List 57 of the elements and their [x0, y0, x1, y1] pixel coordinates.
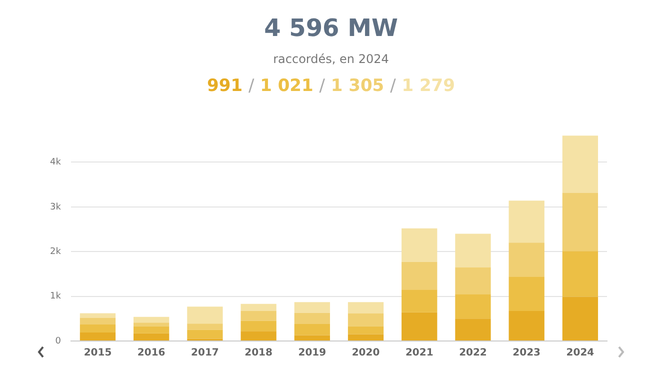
bar: [508, 242, 544, 277]
chart-title: 4 596 MW: [263, 14, 399, 42]
bar: [294, 335, 330, 340]
x-tick-label: 2020: [352, 348, 380, 359]
y-tick-label: 3k: [50, 202, 62, 212]
bar: [455, 267, 491, 294]
y-tick-label: 4k: [50, 158, 62, 168]
x-tick-label: 2015: [84, 348, 112, 359]
bar: [134, 326, 170, 334]
chart-subtitle: raccordés, en 2024: [272, 52, 390, 66]
bar: [294, 324, 330, 336]
bar: [240, 320, 276, 332]
bar: [134, 316, 170, 323]
x-tick-label: 2017: [191, 348, 219, 359]
y-tick-label: 0: [55, 336, 62, 346]
bar: [294, 312, 330, 324]
bar: [508, 311, 544, 340]
bar: [508, 276, 544, 312]
bar: [348, 326, 384, 334]
bar: [80, 313, 116, 318]
bar: [455, 318, 491, 340]
bar: [455, 234, 491, 268]
x-tick-label: 2024: [566, 348, 594, 359]
text: 991 / 1 021 / 1 305 / 1 279: [207, 76, 455, 96]
bar: [187, 324, 223, 330]
bar: [80, 318, 116, 324]
bar: [80, 332, 116, 340]
bar: [240, 304, 276, 312]
bar: [134, 333, 170, 340]
y-tick-label: 1k: [50, 292, 62, 302]
bar: [134, 322, 170, 326]
bar: [348, 313, 384, 326]
x-tick-label: 2021: [405, 348, 434, 359]
bar: [402, 228, 438, 262]
bar: [348, 302, 384, 314]
bar: [187, 330, 223, 339]
x-tick-label: 2023: [512, 348, 541, 359]
bar: [562, 296, 598, 340]
x-tick-label: 2022: [459, 348, 487, 359]
bar: [455, 294, 491, 319]
bar: [402, 290, 438, 312]
bar: [562, 251, 598, 297]
bar: [240, 311, 276, 321]
bar: [562, 192, 598, 252]
bar: [402, 312, 438, 340]
x-tick-label: 2018: [244, 348, 273, 359]
x-tick-label: 2019: [298, 348, 326, 359]
bar: [508, 200, 544, 243]
bar: [240, 331, 276, 340]
bar: [294, 302, 330, 313]
bar: [80, 324, 116, 333]
bar: [562, 136, 598, 193]
bar: [187, 306, 223, 324]
x-tick-label: 2016: [137, 348, 166, 359]
bar: [348, 334, 384, 340]
y-tick-label: 2k: [50, 246, 62, 257]
bar: [402, 262, 438, 290]
